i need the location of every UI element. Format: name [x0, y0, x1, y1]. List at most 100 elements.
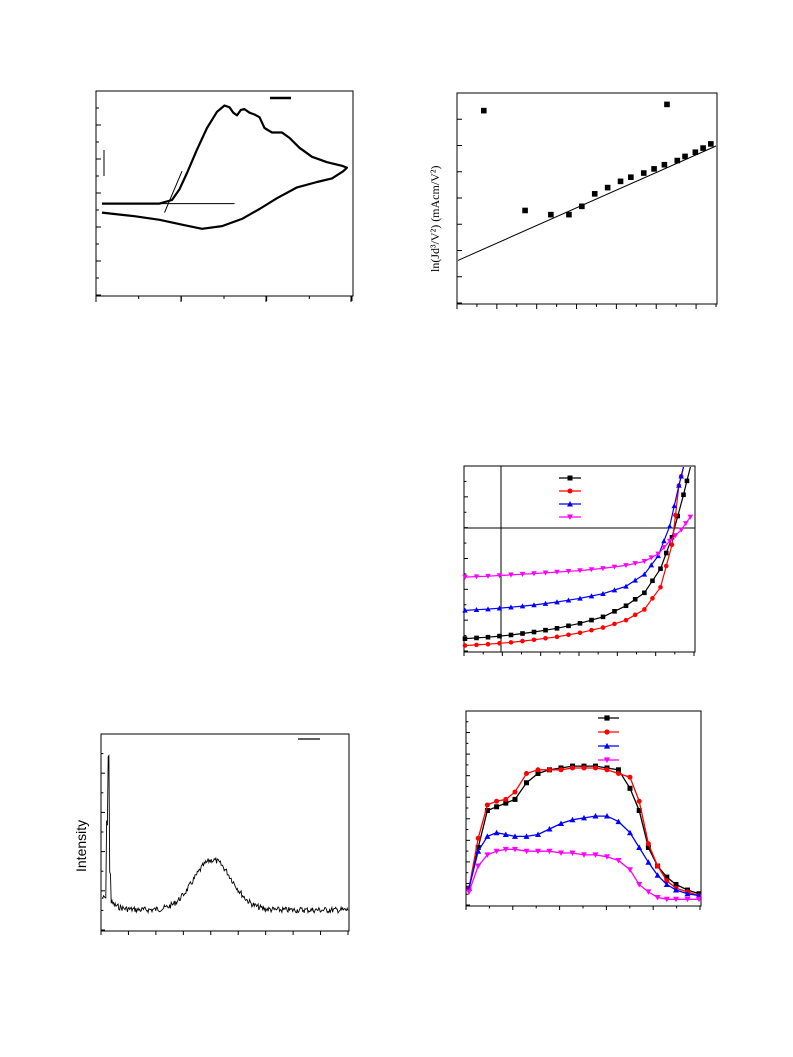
eqe-data-point — [615, 818, 622, 825]
jv-data-point — [531, 637, 537, 643]
jv-data-point — [554, 626, 560, 631]
eqe-data-point — [484, 802, 490, 808]
jv-data-point — [663, 550, 669, 556]
eqe-data-point — [503, 800, 509, 806]
eqe-data-point — [663, 896, 670, 903]
eqe-data-point — [664, 878, 670, 884]
eqe-data-point — [484, 852, 491, 858]
jv-data-point — [577, 595, 583, 601]
xrd-chart — [100, 733, 350, 935]
eqe-data-point — [502, 846, 509, 853]
eqe-data-point — [696, 892, 702, 899]
eqe-data-point — [535, 767, 541, 773]
jv-data-point — [675, 513, 681, 519]
eqe-data-point — [616, 771, 621, 776]
eqe-data-point — [636, 808, 642, 813]
fn-plot-frame — [456, 92, 718, 305]
eqe-legend-marker — [603, 757, 611, 764]
eqe-data-point — [466, 889, 472, 895]
jv-data-point — [663, 563, 669, 569]
fn-data-point — [617, 178, 624, 185]
cv-plot-frame — [95, 90, 354, 297]
jv-data-point — [497, 641, 502, 646]
jv-data-point — [632, 577, 638, 583]
jv-data-point — [588, 593, 595, 599]
fn-data-point — [548, 211, 554, 218]
fn-data-point — [579, 203, 585, 210]
eqe-series-line — [468, 767, 700, 897]
jv-data-point — [671, 503, 678, 509]
jv-legend-marker — [567, 475, 573, 481]
eqe-data-point — [512, 846, 518, 853]
jv-data-point — [485, 573, 491, 579]
jv-chart — [462, 465, 696, 656]
jv-series-line — [464, 466, 685, 611]
eqe-data-point — [535, 831, 541, 838]
eqe-data-point — [581, 814, 587, 821]
jv-data-point — [600, 625, 606, 630]
jv-data-point — [508, 604, 514, 610]
eqe-data-point — [558, 820, 564, 826]
jv-data-point — [462, 636, 468, 641]
jv-data-point — [669, 542, 675, 547]
jv-data-point — [632, 596, 638, 602]
fn-data-point — [591, 191, 598, 197]
fn-data-point — [708, 141, 714, 147]
eqe-data-point — [493, 848, 500, 855]
jv-data-point — [661, 538, 667, 544]
jv-data-point — [485, 634, 491, 640]
jv-data-point — [543, 636, 548, 641]
jv-data-point — [600, 566, 606, 572]
jv-data-point — [642, 590, 647, 596]
eqe-data-point — [636, 882, 643, 888]
jv-data-point — [666, 523, 673, 529]
eqe-data-point — [484, 808, 490, 813]
cv-chart — [95, 90, 354, 302]
eqe-data-point — [604, 854, 610, 860]
jv-data-point — [531, 571, 537, 577]
eqe-data-point — [475, 863, 482, 869]
jv-data-point — [543, 627, 548, 633]
jv-axis-ticks — [463, 465, 695, 656]
jv-data-point — [554, 599, 560, 605]
eqe-data-point — [627, 774, 633, 780]
jv-data-point — [474, 642, 479, 648]
jv-data-point — [520, 638, 525, 644]
jv-data-point — [542, 570, 549, 576]
jv-data-point — [650, 596, 655, 601]
fn-data-point — [692, 149, 699, 156]
eqe-data-point — [558, 850, 564, 857]
eqe-data-point — [673, 882, 679, 887]
jv-data-point — [520, 631, 525, 636]
eqe-data-point — [494, 804, 500, 810]
eqe-data-point — [645, 889, 652, 895]
jv-data-point — [496, 573, 503, 579]
jv-data-point — [462, 574, 468, 580]
eqe-data-point — [569, 850, 576, 857]
jv-data-point — [661, 545, 667, 551]
eqe-data-point — [523, 833, 530, 839]
jv-data-point — [508, 640, 514, 645]
eqe-data-point — [592, 852, 599, 858]
jv-data-point — [565, 569, 572, 575]
jv-data-point — [519, 603, 526, 609]
jv-data-point — [658, 584, 663, 590]
jv-data-point — [462, 607, 468, 613]
jv-data-point — [623, 603, 629, 609]
eqe-legend — [598, 715, 619, 764]
jv-data-point — [531, 629, 537, 635]
eqe-legend-marker — [604, 715, 610, 721]
jv-data-point — [566, 623, 571, 629]
eqe-data-point — [546, 848, 553, 855]
eqe-data-point — [654, 872, 661, 878]
fn-data-point — [640, 170, 647, 176]
jv-data-point — [566, 632, 571, 638]
eqe-data-point — [627, 867, 633, 873]
eqe-data-point — [673, 896, 679, 903]
eqe-data-point — [512, 796, 518, 802]
eqe-data-point — [503, 796, 509, 802]
jv-data-point — [611, 587, 618, 593]
jv-data-point — [678, 527, 684, 533]
eqe-data-point — [512, 833, 518, 839]
eqe-data-point — [616, 767, 621, 773]
